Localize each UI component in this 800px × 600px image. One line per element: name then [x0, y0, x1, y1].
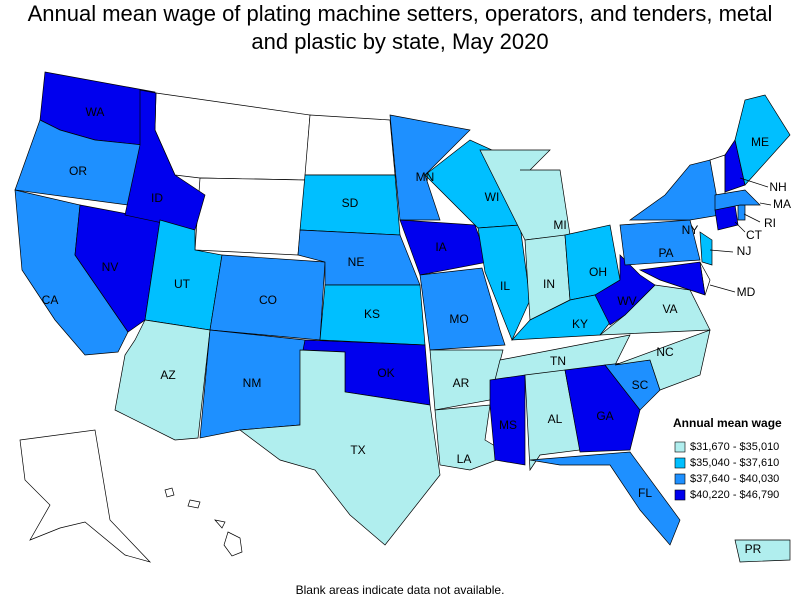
- state-label: KY: [572, 317, 588, 331]
- legend-label: $37,640 - $40,030: [690, 473, 779, 485]
- state-label: CO: [259, 293, 277, 307]
- state-shape: [489, 374, 526, 466]
- legend-swatch: [674, 473, 686, 485]
- state-shape: [304, 114, 396, 176]
- legend-label: $31,670 - $35,010: [690, 441, 779, 453]
- state-shape: [524, 369, 581, 472]
- state-label: OR: [69, 164, 87, 178]
- footnote: Blank areas indicate data not available.: [296, 583, 505, 597]
- state-shape: [734, 539, 791, 563]
- state-shape: [194, 177, 306, 256]
- state-label: MO: [449, 312, 468, 326]
- legend-swatch: [674, 457, 686, 469]
- legend: Annual mean wage $31,670 - $35,010 $35,04…: [673, 416, 782, 501]
- state-label: NV: [102, 260, 119, 274]
- state-shape: [124, 89, 206, 231]
- state-shape: [638, 261, 706, 296]
- state-shape: [239, 349, 441, 546]
- state-shape: [699, 231, 713, 266]
- state-label: NC: [656, 345, 674, 359]
- state-label: SC: [632, 378, 649, 392]
- state-label: KS: [364, 307, 380, 321]
- legend-swatch: [674, 441, 686, 453]
- state-label: OH: [589, 265, 607, 279]
- state-label: ID: [151, 191, 163, 205]
- state-label: WA: [86, 105, 105, 119]
- state-shape: [529, 451, 681, 546]
- state-label: LA: [457, 452, 472, 466]
- leader-line: [759, 202, 772, 206]
- state-shape: [19, 429, 152, 563]
- state-label: MA: [773, 197, 791, 211]
- state-label: TN: [550, 354, 566, 368]
- legend-label: $40,220 - $46,790: [690, 489, 779, 501]
- state-label: AZ: [160, 368, 175, 382]
- state-label: IL: [500, 279, 510, 293]
- state-shape: [594, 254, 656, 326]
- state-label: IN: [543, 277, 555, 291]
- leader-line: [739, 177, 769, 188]
- map-title: Annual mean wage of plating machine sett…: [27, 1, 773, 54]
- state-shape: [389, 114, 471, 221]
- state-shape: [479, 149, 571, 241]
- leader-line: [734, 221, 746, 233]
- state-shape: [737, 204, 746, 221]
- state-label: OK: [377, 366, 394, 380]
- legend-label: $35,040 - $37,610: [690, 457, 779, 469]
- state-label: WV: [617, 294, 636, 308]
- leader-line: [709, 284, 736, 293]
- state-shape: [714, 189, 761, 211]
- state-label: ME: [751, 135, 769, 149]
- states: [14, 71, 791, 563]
- state-label: WI: [485, 190, 500, 204]
- state-shape: [223, 531, 243, 557]
- legend-title: Annual mean wage: [673, 416, 782, 430]
- state-shape: [619, 219, 701, 266]
- state-shape: [419, 267, 506, 351]
- state-shape: [154, 92, 311, 181]
- legend-swatch: [674, 489, 686, 501]
- state-label: FL: [638, 486, 652, 500]
- state-shape: [164, 487, 175, 498]
- state-label: AR: [453, 376, 470, 390]
- state-label: NY: [682, 223, 699, 237]
- state-shape: [628, 159, 721, 221]
- state-label: VA: [662, 302, 677, 316]
- state-label: MS: [499, 418, 517, 432]
- state-shape: [614, 329, 711, 391]
- state-label: NH: [769, 180, 786, 194]
- state-label: AL: [548, 412, 563, 426]
- state-shape: [187, 499, 201, 509]
- state-labels: WA OR CA NV ID UT CO AZ NM SD NE KS OK TX MN IA MO AR LA WI…: [42, 105, 791, 556]
- state-label: NJ: [737, 244, 752, 258]
- state-label: PA: [658, 246, 673, 260]
- state-label: IA: [435, 240, 446, 254]
- state-label: GA: [596, 409, 613, 423]
- state-label: NM: [243, 376, 262, 390]
- state-shape: [564, 364, 641, 453]
- state-label: MN: [416, 170, 435, 184]
- state-label: NE: [348, 255, 365, 269]
- state-label: RI: [764, 216, 776, 230]
- state-label: UT: [174, 277, 191, 291]
- state-label: TX: [350, 443, 365, 457]
- state-shape: [477, 224, 531, 341]
- state-shape: [734, 94, 791, 186]
- state-label: CA: [42, 293, 59, 307]
- state-label: CT: [746, 228, 763, 242]
- state-label: PR: [745, 542, 762, 556]
- state-label: MD: [737, 285, 756, 299]
- no-data-states: [19, 92, 726, 563]
- leader-line: [743, 213, 761, 223]
- state-label: SD: [342, 196, 359, 210]
- leader-line: [709, 249, 734, 253]
- state-shape: [598, 284, 711, 336]
- state-label: MI: [553, 218, 566, 232]
- state-shape: [214, 519, 226, 529]
